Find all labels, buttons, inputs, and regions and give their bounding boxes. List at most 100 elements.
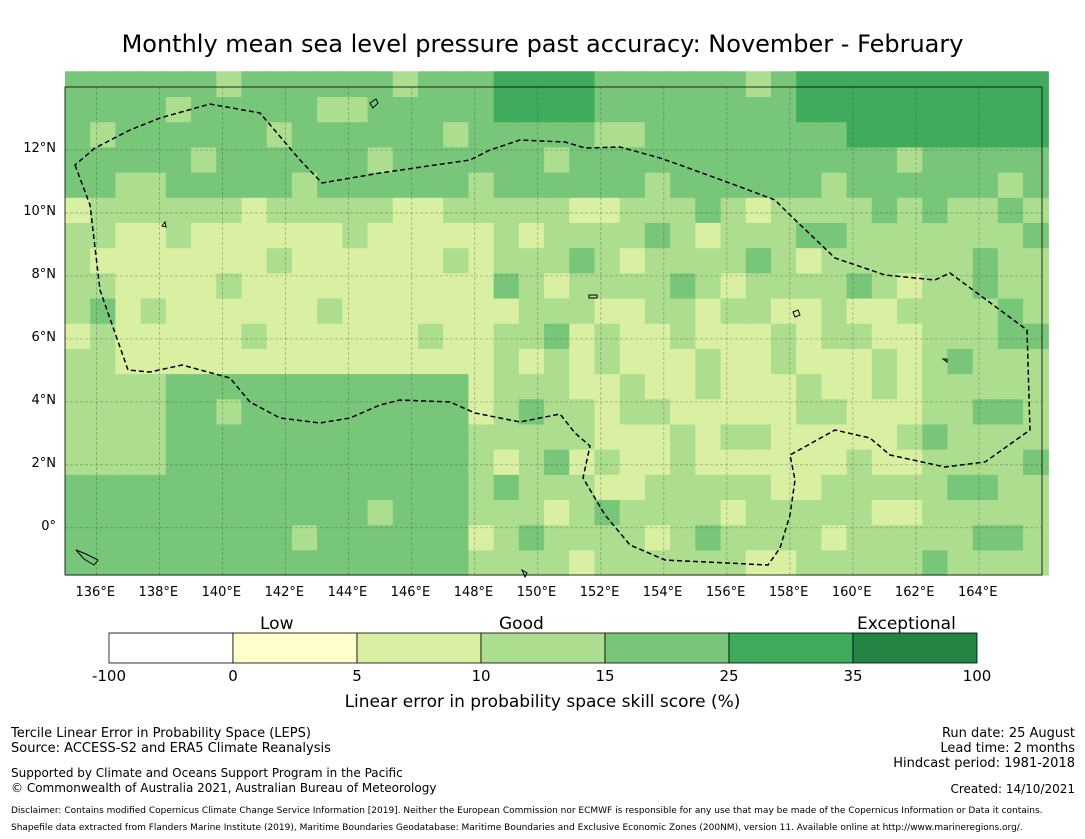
skill-cell bbox=[493, 348, 520, 375]
skill-cell bbox=[972, 71, 999, 98]
skill-cell bbox=[518, 297, 545, 324]
skill-cell bbox=[216, 549, 243, 576]
skill-cell bbox=[569, 121, 596, 148]
skill-cell bbox=[997, 524, 1024, 551]
skill-cell bbox=[140, 348, 167, 375]
skill-cell bbox=[392, 197, 419, 223]
skill-cell bbox=[367, 247, 394, 274]
skill-cell bbox=[317, 96, 343, 123]
skill-cell bbox=[417, 172, 444, 198]
skill-cell bbox=[720, 449, 747, 475]
lon-tick-label: 156°E bbox=[705, 585, 746, 600]
skill-cell bbox=[317, 222, 343, 249]
skill-cell bbox=[594, 474, 621, 501]
skill-cell bbox=[569, 146, 596, 173]
skill-cell bbox=[1023, 272, 1049, 299]
skill-cell bbox=[745, 96, 772, 123]
skill-cell bbox=[65, 247, 91, 274]
skill-cell bbox=[770, 172, 797, 198]
skill-cell bbox=[1023, 71, 1049, 98]
skill-cell bbox=[367, 348, 394, 375]
lon-tick-label: 150°E bbox=[516, 585, 557, 600]
skill-cell bbox=[695, 247, 722, 274]
skill-cell bbox=[140, 499, 167, 526]
skill-cell bbox=[342, 222, 369, 249]
skill-cell bbox=[518, 272, 545, 299]
skill-cell bbox=[291, 71, 318, 98]
skill-cell bbox=[871, 398, 898, 425]
skill-cell bbox=[745, 247, 772, 274]
skill-cell bbox=[569, 197, 596, 223]
skill-cell bbox=[897, 373, 923, 400]
footer-right: Run date: 25 August Lead time: 2 months … bbox=[893, 726, 1075, 771]
skill-cell bbox=[670, 423, 696, 450]
skill-cell bbox=[317, 348, 343, 375]
skill-cell bbox=[569, 247, 596, 274]
skill-cell bbox=[796, 449, 822, 475]
skill-cell bbox=[115, 71, 142, 98]
colorbar-title: Linear error in probability space skill … bbox=[344, 692, 741, 712]
skill-cell bbox=[770, 96, 797, 123]
skill-cell bbox=[997, 449, 1024, 475]
skill-cell bbox=[770, 146, 797, 173]
skill-cell bbox=[770, 348, 797, 375]
skill-cell bbox=[518, 474, 545, 501]
skill-cell bbox=[745, 71, 772, 98]
skill-cell bbox=[493, 373, 520, 400]
skill-cell bbox=[191, 121, 217, 148]
skill-cell bbox=[165, 197, 192, 223]
skill-cell bbox=[367, 474, 394, 501]
skill-cell bbox=[720, 146, 747, 173]
skill-cell bbox=[468, 398, 495, 425]
skill-cell bbox=[291, 96, 318, 123]
skill-cell bbox=[670, 398, 696, 425]
skill-cell bbox=[871, 373, 898, 400]
lat-tick-label: 10°N bbox=[23, 203, 56, 219]
skill-cell bbox=[417, 247, 444, 274]
skill-cell bbox=[897, 121, 923, 148]
skill-cell bbox=[670, 549, 696, 576]
skill-cell bbox=[392, 121, 419, 148]
skill-cell bbox=[594, 247, 621, 274]
skill-cell bbox=[720, 348, 747, 375]
skill-cell bbox=[65, 449, 91, 475]
skill-cell bbox=[897, 247, 923, 274]
skill-cell bbox=[65, 549, 91, 576]
skill-cell bbox=[342, 449, 369, 475]
skill-cell bbox=[191, 423, 217, 450]
skill-cell bbox=[569, 549, 596, 576]
skill-cell bbox=[443, 197, 470, 223]
skill-cell bbox=[720, 373, 747, 400]
skill-cell bbox=[443, 524, 470, 551]
skill-cell bbox=[65, 474, 91, 501]
skill-cell bbox=[417, 398, 444, 425]
skill-cell bbox=[1023, 222, 1049, 249]
skill-cell bbox=[417, 373, 444, 400]
skill-cell bbox=[417, 222, 444, 249]
skill-cell bbox=[518, 423, 545, 450]
skill-cell bbox=[417, 121, 444, 148]
skill-cell bbox=[997, 222, 1024, 249]
skill-cell bbox=[493, 96, 520, 123]
skill-cell bbox=[846, 96, 873, 123]
skill-cell bbox=[140, 71, 167, 98]
skill-cell bbox=[897, 96, 923, 123]
skill-cell bbox=[90, 449, 117, 475]
skill-cell bbox=[443, 423, 470, 450]
skill-cell bbox=[846, 297, 873, 324]
skill-cell bbox=[291, 524, 318, 551]
skill-cell bbox=[115, 297, 142, 324]
skill-cell bbox=[922, 247, 949, 274]
skill-cell bbox=[670, 348, 696, 375]
skill-cell bbox=[266, 272, 293, 299]
skill-cell bbox=[644, 323, 671, 349]
skill-cell bbox=[997, 197, 1024, 223]
skill-cell bbox=[392, 323, 419, 349]
skill-cell bbox=[846, 121, 873, 148]
skill-cell bbox=[871, 323, 898, 349]
skill-cell bbox=[342, 71, 369, 98]
skill-cell bbox=[947, 524, 974, 551]
skill-cell bbox=[846, 499, 873, 526]
skill-cell bbox=[468, 172, 495, 198]
skill-cell bbox=[947, 323, 974, 349]
